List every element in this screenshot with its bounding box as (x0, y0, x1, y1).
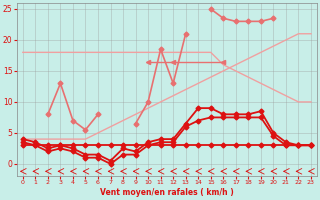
X-axis label: Vent moyen/en rafales ( km/h ): Vent moyen/en rafales ( km/h ) (100, 188, 234, 197)
